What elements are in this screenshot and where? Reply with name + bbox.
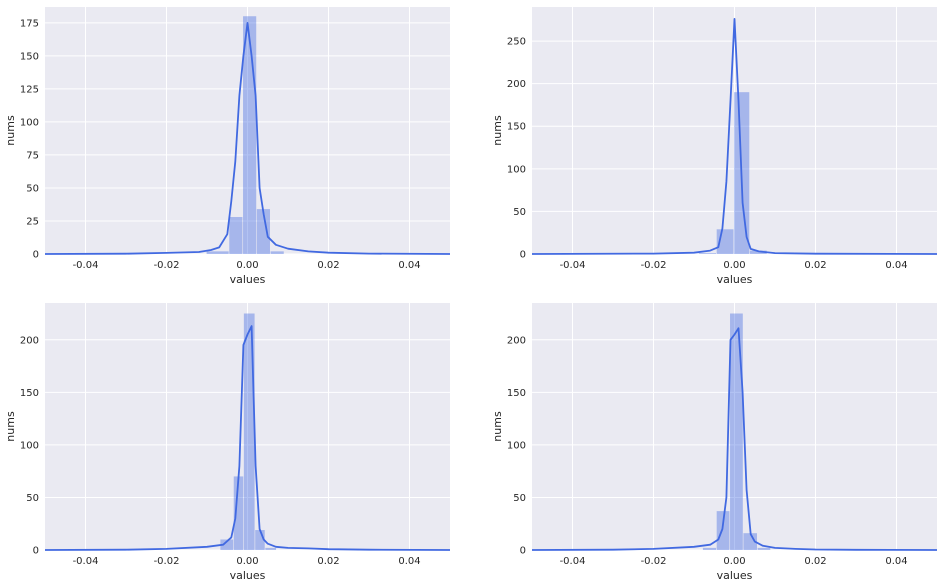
y-axis-label: nums: [4, 115, 17, 146]
histogram-bar: [255, 530, 265, 550]
x-axis-label: values: [717, 569, 753, 582]
histogram-bar: [730, 313, 743, 550]
histogram-bar: [698, 253, 717, 254]
x-tick-label: -0.04: [560, 556, 586, 567]
histogram-bar: [206, 251, 229, 254]
x-tick-label: -0.04: [73, 260, 99, 271]
histogram-bar: [743, 533, 757, 550]
x-tick-label: 0.00: [236, 260, 258, 271]
chart-panel-1: -0.04 -0.02 0.00 0.02 0.04 0 25 50 75 100 125 150 17…: [4, 7, 451, 286]
histogram-bar: [265, 547, 277, 550]
histogram-bar: [220, 539, 234, 550]
x-tick-label: -0.02: [154, 556, 180, 567]
y-tick-label: 200: [20, 335, 39, 346]
y-tick-label: 50: [26, 183, 39, 194]
y-tick-label: 175: [20, 18, 39, 29]
x-axis-label: values: [717, 273, 753, 286]
y-tick-label: 50: [513, 207, 526, 218]
x-tick-label: 0.00: [723, 556, 745, 567]
histogram-bar: [270, 251, 284, 254]
x-tick-label: -0.04: [560, 260, 586, 271]
y-tick-label: 250: [507, 37, 526, 48]
y-tick-label: 75: [26, 150, 39, 161]
y-tick-label: 0: [520, 546, 526, 557]
histogram-bar: [256, 209, 270, 254]
histogram-bar: [233, 476, 244, 550]
y-axis-label: nums: [491, 411, 504, 442]
x-tick-label: 0.00: [723, 260, 745, 271]
x-axis-label: values: [230, 569, 266, 582]
histogram-bar: [749, 250, 767, 254]
x-tick-label: -0.02: [641, 556, 667, 567]
x-tick-label: 0.00: [236, 556, 258, 567]
y-axis-label: nums: [4, 411, 17, 442]
x-tick-label: 0.04: [398, 260, 420, 271]
x-axis-label: values: [230, 273, 266, 286]
kde-line: [531, 17, 938, 255]
kde-line: [44, 21, 451, 255]
y-tick-label: 25: [26, 216, 39, 227]
y-tick-label: 50: [26, 493, 39, 504]
x-tick-label: -0.02: [641, 260, 667, 271]
y-tick-label: 150: [507, 122, 526, 133]
x-tick-label: -0.04: [73, 556, 99, 567]
y-tick-label: 200: [507, 79, 526, 90]
x-tick-label: 0.02: [804, 556, 826, 567]
y-tick-label: 0: [33, 250, 39, 261]
y-tick-label: 150: [507, 388, 526, 399]
x-tick-label: 0.04: [885, 556, 907, 567]
x-tick-label: 0.02: [804, 260, 826, 271]
chart-panel-4: -0.04 -0.02 0.00 0.02 0.04 0 50 100 150 200 values…: [491, 303, 938, 582]
y-tick-label: 100: [507, 440, 526, 451]
x-tick-label: -0.02: [154, 260, 180, 271]
x-tick-label: 0.02: [317, 556, 339, 567]
y-tick-label: 200: [507, 335, 526, 346]
y-tick-label: 125: [20, 84, 39, 95]
histogram-bar: [757, 547, 771, 550]
y-tick-label: 150: [20, 388, 39, 399]
y-tick-label: 100: [20, 117, 39, 128]
kde-line: [531, 327, 938, 551]
histogram-bar: [229, 217, 243, 254]
y-tick-label: 50: [513, 493, 526, 504]
y-tick-label: 100: [507, 164, 526, 175]
histogram-bar: [243, 16, 257, 255]
histogram-bar: [716, 511, 730, 550]
kde-line: [44, 325, 451, 551]
y-tick-label: 100: [20, 440, 39, 451]
chart-panel-3: -0.04 -0.02 0.00 0.02 0.04 0 50 100 150 200 values…: [4, 303, 451, 582]
chart-panel-2: -0.04 -0.02 0.00 0.02 0.04 0 50 100 150 200 250 val…: [491, 7, 938, 286]
y-tick-label: 150: [20, 51, 39, 62]
x-tick-label: 0.04: [398, 556, 420, 567]
histogram-bar: [702, 547, 717, 550]
x-tick-label: 0.02: [317, 260, 339, 271]
y-tick-label: 0: [33, 546, 39, 557]
y-axis-label: nums: [491, 115, 504, 146]
histogram-bar: [243, 313, 255, 550]
x-tick-label: 0.04: [885, 260, 907, 271]
y-tick-label: 0: [520, 250, 526, 261]
